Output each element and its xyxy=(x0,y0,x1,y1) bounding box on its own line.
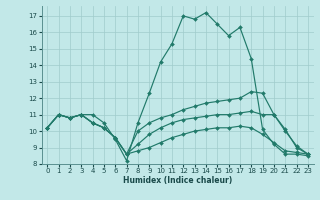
X-axis label: Humidex (Indice chaleur): Humidex (Indice chaleur) xyxy=(123,176,232,185)
